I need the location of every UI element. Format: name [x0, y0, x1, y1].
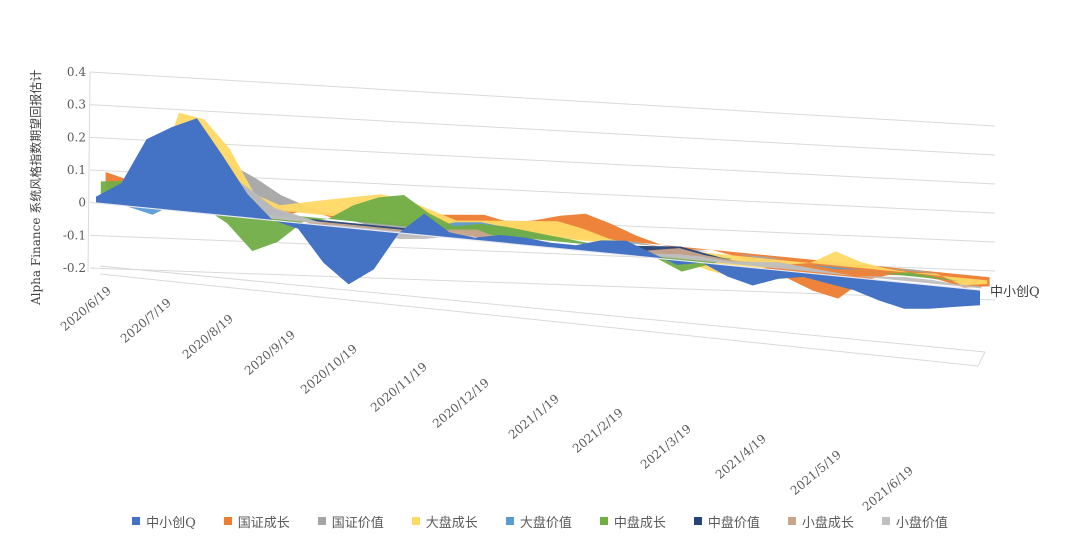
x-tick-label: 2020/11/19 — [368, 360, 430, 415]
legend-swatch — [411, 517, 420, 525]
x-tick-label: 2021/2/19 — [570, 406, 626, 456]
y-tick-label: -0.1 — [63, 228, 86, 242]
gridline — [89, 267, 996, 301]
zero-line — [95, 202, 981, 291]
x-tick-label: 2021/1/19 — [506, 392, 562, 442]
legend-swatch — [223, 517, 232, 525]
y-axis-line — [87, 71, 91, 273]
legend-item[interactable]: 小盘价值 — [881, 512, 948, 531]
x-tick-label: 2020/8/19 — [180, 312, 236, 362]
legend-item[interactable]: 国证成长 — [223, 512, 290, 531]
legend-swatch — [505, 517, 514, 525]
legend-item[interactable]: 中小创Q — [132, 512, 196, 531]
y-tick-label: 0 — [78, 196, 86, 210]
y-axis-ticks: 0.4 0.3 0.2 0.1 0 -0.1 -0.2 — [63, 65, 86, 275]
y-axis-label: Alpha Finance 系统风格指数期望回报估计 — [28, 70, 43, 306]
legend-label: 中盘成长 — [613, 515, 666, 531]
legend-label: 国证成长 — [237, 515, 290, 531]
front-series — [95, 118, 981, 309]
y-tick-label: 0.3 — [67, 98, 86, 112]
x-axis-ticks: 2020/6/19 2020/7/19 2020/8/19 2020/9/19 2020… — [58, 284, 916, 514]
legend-swatch — [599, 517, 608, 525]
legend-swatch — [132, 517, 141, 525]
x-tick-label: 2021/6/19 — [860, 464, 916, 514]
floor-back-edge — [99, 265, 986, 353]
legend-item[interactable]: 中盘成长 — [599, 512, 666, 531]
x-tick-label: 2020/12/19 — [430, 376, 492, 431]
x-tick-label: 2020/7/19 — [118, 296, 174, 346]
y-tick-label: 0.2 — [67, 130, 86, 144]
legend-label: 大盘成长 — [425, 515, 478, 531]
legend-swatch — [787, 517, 796, 525]
legend-swatch — [693, 517, 702, 525]
x-tick-label: 2021/3/19 — [638, 422, 694, 472]
gridline — [89, 104, 996, 156]
x-tick-label: 2020/10/19 — [298, 342, 360, 397]
floor-front-edge — [99, 273, 979, 367]
gridline — [89, 136, 996, 185]
gridline — [89, 71, 996, 127]
legend-item[interactable]: 国证价值 — [317, 512, 384, 531]
floor — [99, 265, 986, 367]
legend-label: 小盘成长 — [801, 515, 854, 531]
legend-item[interactable]: 小盘成长 — [787, 512, 854, 531]
legend-swatch — [881, 517, 890, 525]
floor-side-edge — [977, 351, 986, 367]
legend-item[interactable]: 大盘价值 — [505, 512, 572, 531]
legend-swatch — [317, 517, 326, 525]
series-area-中小创Q — [96, 118, 980, 309]
x-tick-label: 2021/5/19 — [788, 448, 844, 498]
x-tick-label: 2020/6/19 — [58, 284, 114, 334]
depth-axis-label: 中小创Q — [990, 285, 1040, 300]
y-tick-label: 0.1 — [67, 163, 86, 177]
legend-item[interactable]: 大盘成长 — [411, 512, 478, 531]
legend-item[interactable]: 中盘价值 — [693, 512, 760, 531]
legend: 中小创Q 国证成长 国证价值 大盘成长 大盘价值 中盘成长 中盘价值 小盘成长 小盘价值 — [0, 510, 1080, 532]
legend-label: 国证价值 — [331, 515, 384, 531]
y-tick-label: 0.4 — [67, 65, 86, 79]
series-area-中盘成长 — [100, 181, 985, 284]
y-tick-label: -0.2 — [63, 261, 86, 275]
x-tick-label: 2021/4/19 — [713, 432, 769, 482]
legend-label: 中盘价值 — [707, 515, 760, 531]
legend-label: 小盘价值 — [895, 515, 948, 531]
legend-label: 中小创Q — [146, 515, 196, 531]
legend-label: 大盘价值 — [519, 515, 572, 531]
x-tick-label: 2020/9/19 — [242, 328, 298, 378]
